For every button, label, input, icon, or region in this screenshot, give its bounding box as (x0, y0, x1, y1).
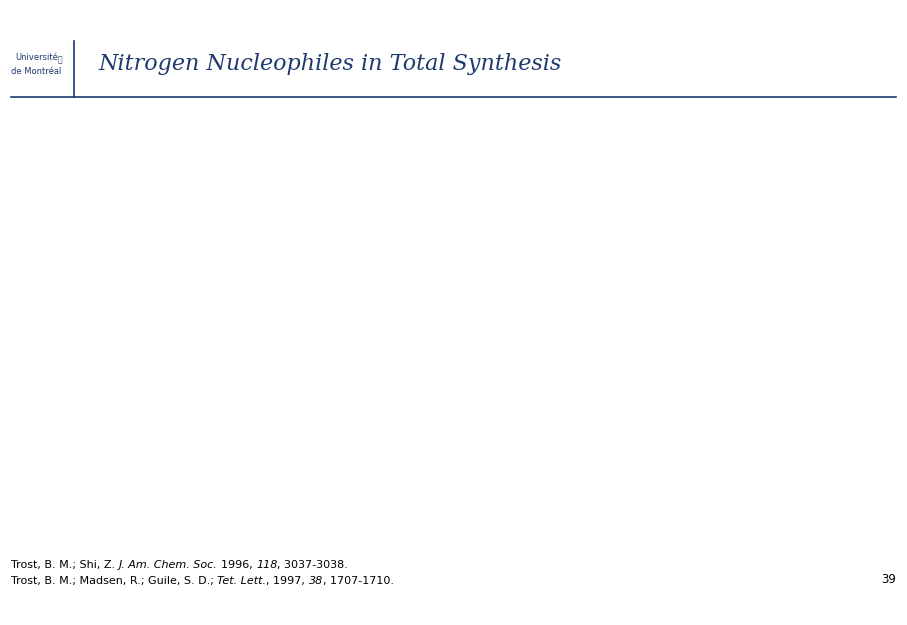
Text: 1996,: 1996, (220, 560, 256, 570)
Text: Nitrogen Nucleophiles in Total Synthesis: Nitrogen Nucleophiles in Total Synthesis (98, 52, 561, 75)
Text: , 1707-1710.: , 1707-1710. (323, 576, 394, 586)
Text: Trost, B. M.; Shi, Z.: Trost, B. M.; Shi, Z. (11, 560, 119, 570)
Text: 118: 118 (256, 560, 278, 570)
Text: , 1997,: , 1997, (267, 576, 308, 586)
Text: J. Am. Chem. Soc.: J. Am. Chem. Soc. (119, 560, 220, 570)
Text: Tet. Lett.: Tet. Lett. (218, 576, 267, 586)
Text: , 3037-3038.: , 3037-3038. (278, 560, 348, 570)
Text: Trost, B. M.; Madsen, R.; Guile, S. D.;: Trost, B. M.; Madsen, R.; Guile, S. D.; (11, 576, 218, 586)
Text: 38: 38 (308, 576, 323, 586)
Text: de Montréal: de Montréal (11, 68, 62, 76)
Text: Université: Université (15, 54, 58, 62)
Text: ⬛: ⬛ (57, 56, 63, 64)
Text: 39: 39 (882, 573, 896, 586)
